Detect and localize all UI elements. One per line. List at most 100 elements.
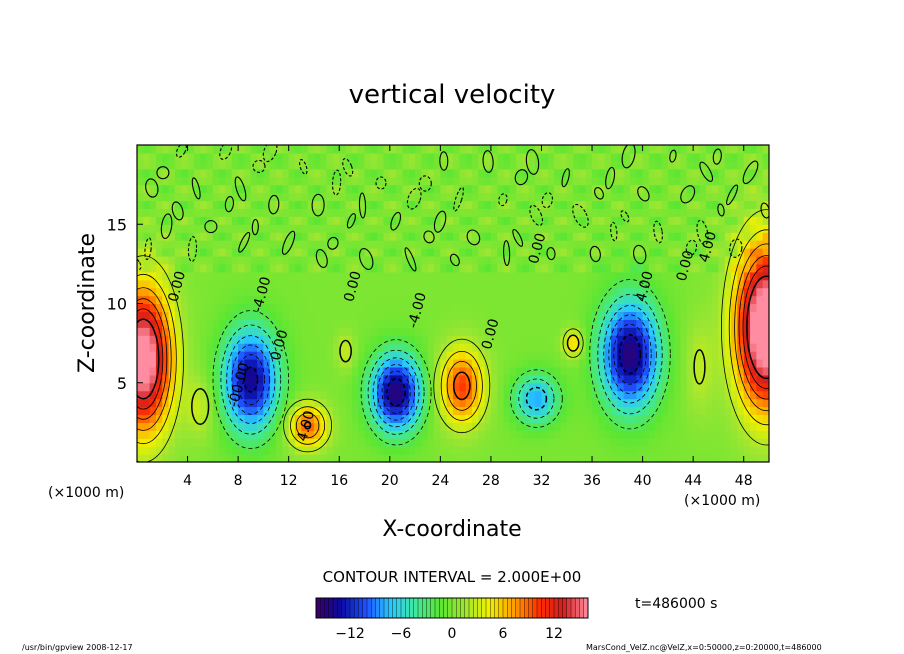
field-cell [307,303,315,313]
field-cell [693,406,701,416]
field-cell [137,271,144,281]
field-cell [503,343,511,352]
field-cell [288,398,296,408]
field-cell [187,430,195,439]
field-cell [611,390,618,400]
field-cell [617,311,625,320]
field-cell [421,311,429,320]
field-cell [724,271,732,281]
field-cell [617,343,625,352]
field-cell [143,366,151,376]
field-cell [699,263,707,273]
field-cell [604,398,612,408]
field-cell [225,279,233,289]
field-cell [718,295,726,305]
field-cell [712,319,720,328]
field-cell [295,208,302,217]
field-cell [162,390,170,400]
field-cell [718,216,726,225]
field-cell [585,279,593,289]
field-cell [162,192,170,202]
contour-line [721,209,769,446]
field-cell [629,287,637,297]
field-cell [427,358,435,368]
field-cell [257,335,264,344]
field-cell [440,414,448,423]
field-cell [484,406,492,416]
field-cell [415,232,422,241]
field-cell [396,438,404,447]
field-cell [351,335,359,344]
field-cell [415,327,422,336]
field-cell [402,358,410,368]
field-cell [212,145,220,154]
field-cell [250,279,258,289]
field-cell [440,208,448,217]
field-cell [617,430,625,439]
field-cell [351,303,359,313]
field-cell [667,152,675,162]
field-cell [737,446,745,455]
field-cell [244,303,252,313]
field-cell [358,208,366,217]
field-cell [168,152,176,162]
field-cell [522,327,530,336]
field-cell [484,335,492,344]
field-cell [168,366,176,376]
field-cell [655,145,663,154]
field-cell [396,255,404,265]
field-cell [693,152,701,162]
field-cell [573,255,580,265]
field-cell [225,335,233,344]
field-cell [699,295,707,305]
field-cell [174,358,182,368]
contour-line [404,247,417,272]
field-cell [301,176,309,186]
field-cell [358,152,366,162]
field-cell [421,343,429,352]
field-cell [604,454,612,462]
field-cell [528,192,536,202]
field-cell [497,319,505,328]
field-cell [585,152,593,162]
field-cell [705,200,713,209]
field-cell [370,160,378,170]
field-cell [554,414,562,423]
field-cell [446,422,454,431]
field-cell [339,414,347,423]
field-cell [250,438,258,447]
field-cell [339,430,347,439]
field-cell [212,232,220,241]
field-cell [257,446,264,455]
field-cell [503,263,511,273]
field-cell [320,279,328,289]
field-cell [219,279,227,289]
field-cell [143,454,151,462]
field-cell [655,160,663,170]
field-cell [427,240,435,249]
field-cell [547,343,555,352]
field-cell [598,279,606,289]
field-cell [377,414,385,423]
field-cell [497,208,505,217]
field-cell [168,422,176,431]
field-cell [617,382,625,392]
field-cell [541,454,549,462]
field-cell [225,176,233,186]
field-cell [693,446,701,455]
field-cell [737,366,745,376]
field-cell [402,287,410,297]
field-cell [541,208,549,217]
colorbar-cell [520,598,525,618]
field-cell [276,248,283,257]
field-cell [370,414,378,423]
field-cell [611,160,618,170]
field-cell [617,351,625,360]
field-cell [288,176,296,186]
field-cell [750,327,757,336]
field-cell [604,438,612,447]
y-axis-label: Z-coordinate [75,233,100,373]
field-cell [288,152,296,162]
field-cell [238,248,246,257]
field-cell [604,327,612,336]
